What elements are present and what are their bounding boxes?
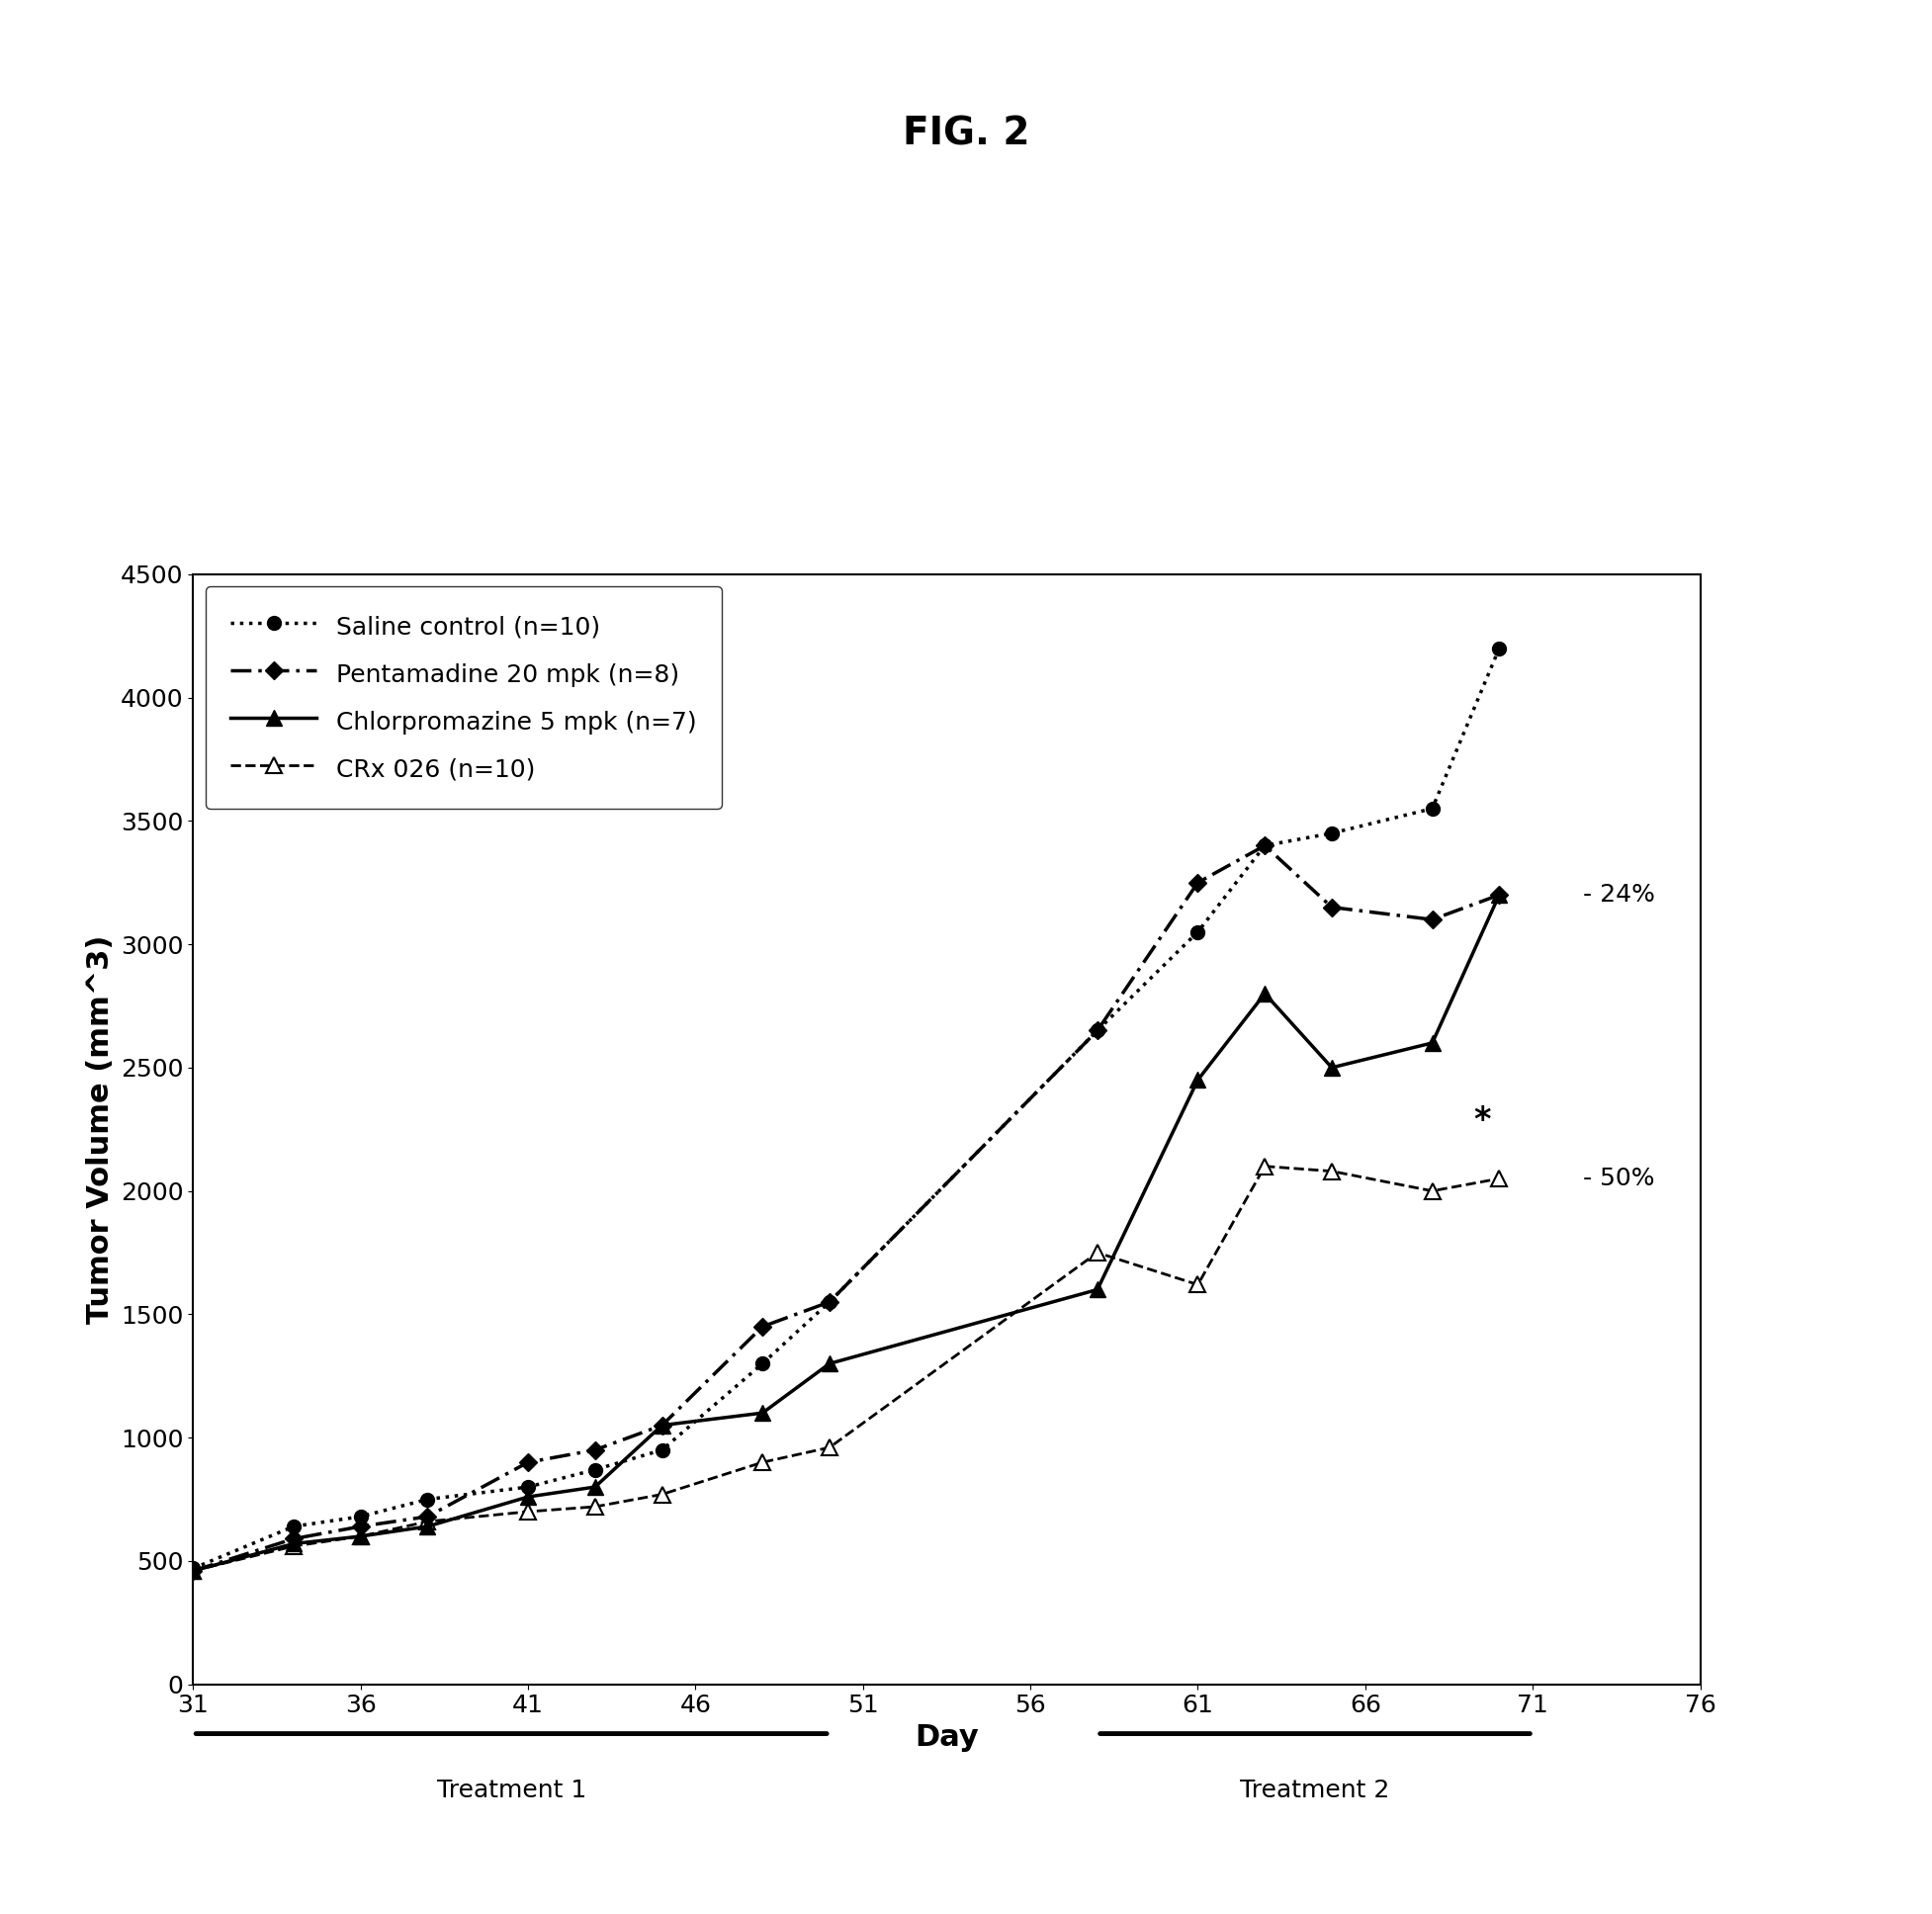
Pentamadine 20 mpk (n=8) [752, 1315, 775, 1338]
Pentamadine 20 mpk (n=8) [583, 1439, 607, 1462]
CRx 026 (n=10) [350, 1525, 373, 1548]
Line: Pentamadine 20 mpk (n=8): Pentamadine 20 mpk (n=8) [187, 840, 1505, 1577]
Chlorpromazine 5 mpk (n=7) [350, 1525, 373, 1548]
Chlorpromazine 5 mpk (n=7) [182, 1560, 205, 1583]
Saline control (n=10) [583, 1458, 607, 1481]
Chlorpromazine 5 mpk (n=7) [1086, 1279, 1109, 1302]
Pentamadine 20 mpk (n=8) [516, 1451, 539, 1474]
Saline control (n=10) [282, 1516, 305, 1539]
Pentamadine 20 mpk (n=8) [182, 1560, 205, 1583]
X-axis label: Day: Day [914, 1723, 980, 1751]
Chlorpromazine 5 mpk (n=7) [415, 1516, 439, 1539]
CRx 026 (n=10) [583, 1495, 607, 1518]
CRx 026 (n=10) [1186, 1273, 1209, 1296]
Pentamadine 20 mpk (n=8) [1488, 884, 1511, 907]
Saline control (n=10) [1488, 637, 1511, 660]
Text: FIG. 2: FIG. 2 [902, 115, 1030, 153]
Saline control (n=10) [1320, 821, 1343, 844]
Chlorpromazine 5 mpk (n=7) [516, 1485, 539, 1508]
Chlorpromazine 5 mpk (n=7) [1320, 1057, 1343, 1079]
Saline control (n=10) [415, 1487, 439, 1510]
Line: Saline control (n=10): Saline control (n=10) [185, 641, 1507, 1575]
Chlorpromazine 5 mpk (n=7) [752, 1401, 775, 1424]
CRx 026 (n=10) [752, 1451, 775, 1474]
Pentamadine 20 mpk (n=8) [651, 1414, 674, 1437]
Line: Chlorpromazine 5 mpk (n=7): Chlorpromazine 5 mpk (n=7) [185, 888, 1507, 1579]
Saline control (n=10) [516, 1476, 539, 1499]
Pentamadine 20 mpk (n=8) [817, 1290, 840, 1313]
Saline control (n=10) [752, 1351, 775, 1374]
Pentamadine 20 mpk (n=8) [1420, 907, 1443, 930]
CRx 026 (n=10) [415, 1510, 439, 1533]
Text: Treatment 2: Treatment 2 [1240, 1778, 1389, 1801]
Pentamadine 20 mpk (n=8) [1254, 835, 1277, 857]
Chlorpromazine 5 mpk (n=7) [1186, 1068, 1209, 1091]
Chlorpromazine 5 mpk (n=7) [817, 1351, 840, 1374]
Pentamadine 20 mpk (n=8) [350, 1516, 373, 1539]
Chlorpromazine 5 mpk (n=7) [1488, 884, 1511, 907]
Chlorpromazine 5 mpk (n=7) [1254, 982, 1277, 1005]
CRx 026 (n=10) [1254, 1154, 1277, 1177]
Pentamadine 20 mpk (n=8) [1320, 896, 1343, 919]
Pentamadine 20 mpk (n=8) [1186, 871, 1209, 894]
CRx 026 (n=10) [1086, 1240, 1109, 1263]
Line: CRx 026 (n=10): CRx 026 (n=10) [185, 1158, 1507, 1579]
CRx 026 (n=10) [1320, 1160, 1343, 1183]
Pentamadine 20 mpk (n=8) [415, 1504, 439, 1527]
Saline control (n=10) [1254, 835, 1277, 857]
Text: - 24%: - 24% [1582, 882, 1656, 907]
CRx 026 (n=10) [282, 1535, 305, 1558]
CRx 026 (n=10) [516, 1501, 539, 1524]
Text: Treatment 1: Treatment 1 [437, 1778, 585, 1801]
Text: *: * [1474, 1104, 1492, 1137]
Saline control (n=10) [817, 1290, 840, 1313]
Y-axis label: Tumor Volume (mm^3): Tumor Volume (mm^3) [87, 934, 116, 1324]
Chlorpromazine 5 mpk (n=7) [282, 1533, 305, 1556]
Saline control (n=10) [1420, 796, 1443, 819]
CRx 026 (n=10) [817, 1436, 840, 1458]
Saline control (n=10) [651, 1439, 674, 1462]
Saline control (n=10) [1086, 1018, 1109, 1041]
Chlorpromazine 5 mpk (n=7) [583, 1476, 607, 1499]
CRx 026 (n=10) [651, 1483, 674, 1506]
Pentamadine 20 mpk (n=8) [282, 1527, 305, 1550]
Saline control (n=10) [182, 1556, 205, 1579]
Saline control (n=10) [1186, 921, 1209, 944]
Saline control (n=10) [350, 1504, 373, 1527]
CRx 026 (n=10) [1488, 1168, 1511, 1191]
Pentamadine 20 mpk (n=8) [1086, 1018, 1109, 1041]
CRx 026 (n=10) [1420, 1179, 1443, 1202]
Text: - 50%: - 50% [1582, 1168, 1654, 1191]
Legend: Saline control (n=10), Pentamadine 20 mpk (n=8), Chlorpromazine 5 mpk (n=7), CRx: Saline control (n=10), Pentamadine 20 mp… [205, 586, 723, 808]
CRx 026 (n=10) [182, 1560, 205, 1583]
Chlorpromazine 5 mpk (n=7) [1420, 1032, 1443, 1055]
Chlorpromazine 5 mpk (n=7) [651, 1414, 674, 1437]
